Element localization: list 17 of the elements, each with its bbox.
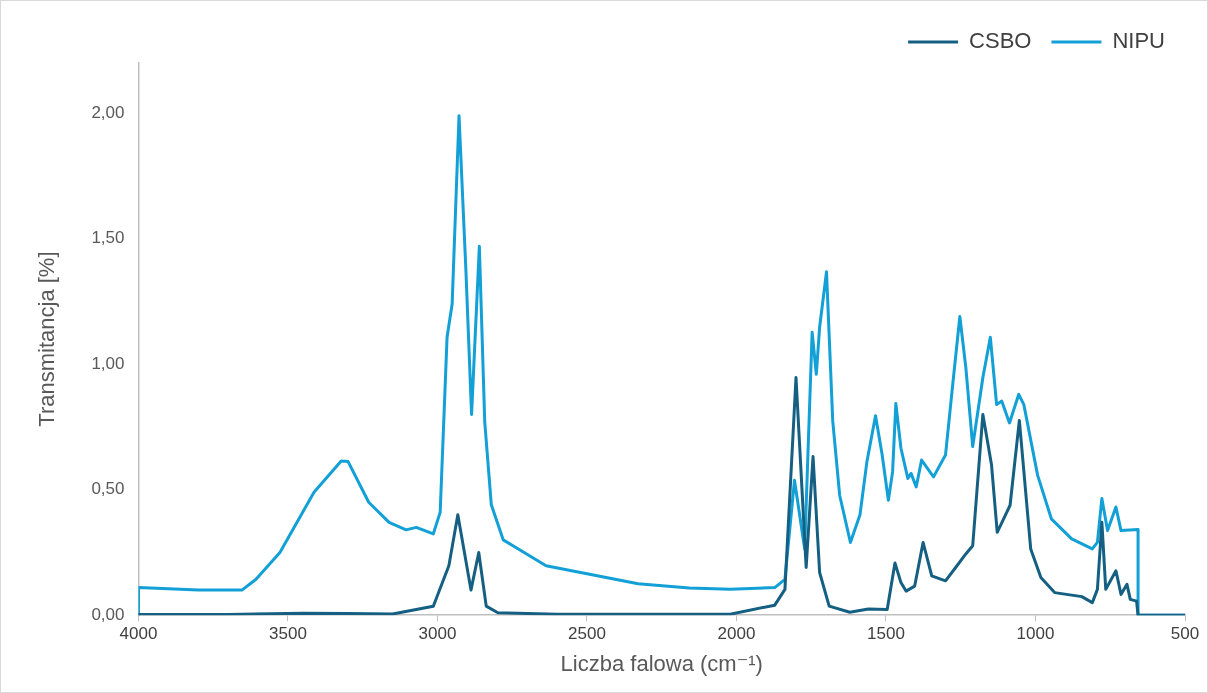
x-tick-label: 3500 xyxy=(269,624,307,644)
y-tick-label: 2,00 xyxy=(91,102,125,122)
legend-label: NIPU xyxy=(1112,28,1165,54)
y-tick-label: 0,00 xyxy=(91,604,125,624)
y-tick-label: 1,50 xyxy=(91,228,125,248)
legend-label: CSBO xyxy=(969,28,1032,54)
y-tick-label: 1,00 xyxy=(91,353,125,373)
x-tick-label: 1500 xyxy=(867,624,905,644)
x-tick-label: 2500 xyxy=(568,624,606,644)
x-tick-label: 4000 xyxy=(119,624,158,644)
x-axis-title: Liczba falowa (cm⁻¹) xyxy=(560,650,763,676)
x-tick-label: 2000 xyxy=(717,624,756,644)
y-axis-title: Transmitancja [%] xyxy=(34,251,60,427)
x-tick-label: 500 xyxy=(1170,624,1200,644)
y-tick-label: 0,50 xyxy=(91,479,125,499)
x-tick-label: 3000 xyxy=(418,624,457,644)
x-tick-label: 1000 xyxy=(1016,624,1055,644)
